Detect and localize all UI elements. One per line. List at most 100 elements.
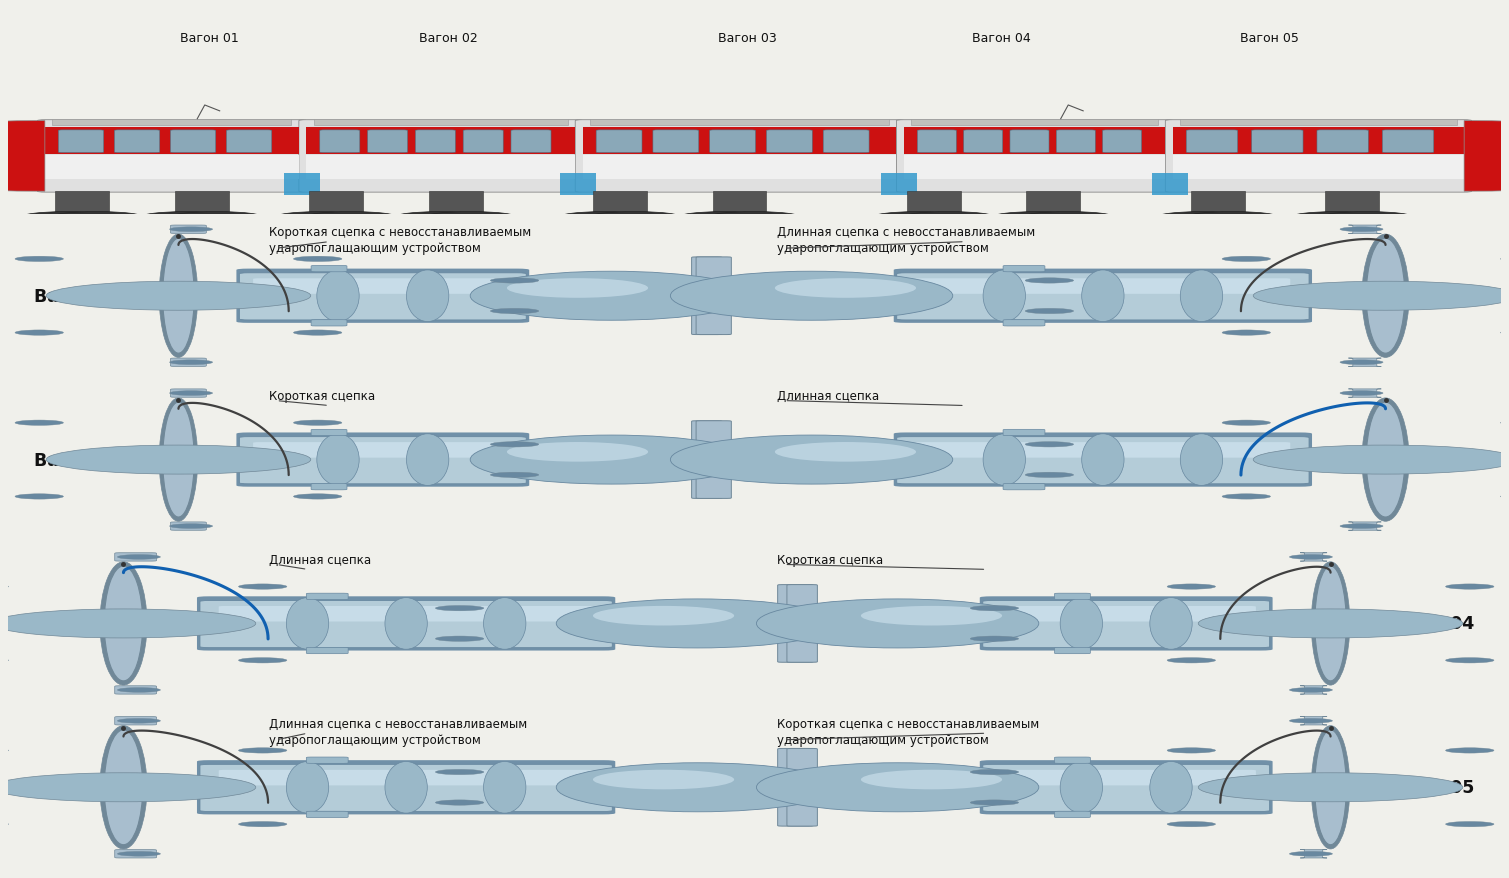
Circle shape: [1166, 822, 1216, 827]
FancyBboxPatch shape: [320, 131, 359, 154]
Bar: [1172, 127, 1464, 155]
FancyBboxPatch shape: [996, 770, 1255, 786]
Ellipse shape: [774, 443, 916, 462]
Circle shape: [238, 748, 287, 753]
Text: Вагон 03: Вагон 03: [718, 32, 777, 45]
FancyBboxPatch shape: [1103, 131, 1142, 154]
Ellipse shape: [406, 435, 448, 486]
Text: Вагон 02: Вагон 02: [420, 32, 478, 45]
FancyBboxPatch shape: [115, 850, 157, 858]
Bar: [53, 119, 291, 126]
Ellipse shape: [104, 730, 143, 845]
Circle shape: [587, 212, 682, 225]
Circle shape: [1198, 609, 1462, 638]
FancyBboxPatch shape: [1349, 226, 1381, 234]
Ellipse shape: [317, 270, 359, 322]
Text: Длинная сцепка: Длинная сцепка: [269, 553, 371, 566]
Circle shape: [1254, 445, 1509, 474]
Circle shape: [47, 445, 311, 474]
Text: Вагон 05: Вагон 05: [1240, 32, 1299, 45]
Ellipse shape: [160, 234, 198, 358]
FancyBboxPatch shape: [893, 433, 1311, 487]
Text: Короткая сцепка: Короткая сцепка: [777, 553, 883, 566]
FancyBboxPatch shape: [691, 421, 723, 499]
Circle shape: [970, 800, 1019, 805]
FancyBboxPatch shape: [311, 320, 347, 327]
Circle shape: [118, 555, 160, 559]
Bar: [284, 174, 320, 196]
FancyBboxPatch shape: [171, 522, 207, 530]
Circle shape: [293, 257, 343, 263]
Circle shape: [238, 658, 287, 663]
FancyBboxPatch shape: [201, 765, 613, 811]
FancyBboxPatch shape: [463, 131, 502, 154]
FancyBboxPatch shape: [299, 120, 582, 193]
Bar: [1151, 174, 1188, 196]
Bar: [593, 192, 647, 214]
Circle shape: [15, 494, 63, 500]
FancyBboxPatch shape: [777, 585, 813, 663]
FancyBboxPatch shape: [982, 601, 1269, 648]
Circle shape: [490, 443, 539, 448]
FancyBboxPatch shape: [1301, 686, 1326, 694]
Ellipse shape: [1311, 726, 1349, 849]
FancyBboxPatch shape: [306, 757, 349, 764]
Circle shape: [678, 212, 773, 225]
Ellipse shape: [756, 763, 1038, 812]
Ellipse shape: [756, 599, 1038, 648]
Text: Длинная сцепка: Длинная сцепка: [777, 390, 880, 403]
Circle shape: [970, 606, 1019, 611]
FancyBboxPatch shape: [1003, 430, 1044, 436]
Circle shape: [15, 421, 63, 426]
FancyBboxPatch shape: [767, 131, 812, 154]
Circle shape: [1166, 658, 1216, 663]
FancyBboxPatch shape: [1055, 757, 1091, 764]
Ellipse shape: [862, 606, 1002, 626]
FancyBboxPatch shape: [786, 749, 818, 826]
Text: Вагон 03: Вагон 03: [35, 615, 122, 633]
Circle shape: [1166, 584, 1216, 589]
Ellipse shape: [385, 761, 427, 813]
FancyBboxPatch shape: [237, 433, 530, 487]
FancyBboxPatch shape: [306, 811, 349, 817]
Ellipse shape: [1311, 562, 1349, 686]
FancyBboxPatch shape: [916, 279, 1290, 294]
Circle shape: [15, 330, 63, 336]
Circle shape: [0, 773, 255, 802]
FancyBboxPatch shape: [653, 131, 699, 154]
Ellipse shape: [1363, 399, 1409, 522]
Circle shape: [169, 524, 213, 529]
Ellipse shape: [557, 599, 839, 648]
Circle shape: [1500, 421, 1509, 426]
Circle shape: [1166, 748, 1216, 753]
Circle shape: [0, 658, 9, 663]
FancyBboxPatch shape: [896, 120, 1172, 193]
FancyBboxPatch shape: [1186, 131, 1237, 154]
FancyBboxPatch shape: [786, 585, 818, 663]
FancyBboxPatch shape: [311, 266, 347, 272]
Text: Вагон 04: Вагон 04: [35, 779, 122, 796]
FancyBboxPatch shape: [696, 257, 732, 335]
Circle shape: [1025, 472, 1073, 478]
Text: Длинная сцепка с невосстанавливаемым
ударопоглащающим устройством: Длинная сцепка с невосстанавливаемым уда…: [777, 226, 1035, 255]
Ellipse shape: [483, 598, 527, 650]
Circle shape: [0, 609, 255, 638]
Ellipse shape: [1082, 435, 1124, 486]
Circle shape: [118, 687, 160, 693]
Circle shape: [1500, 330, 1509, 336]
Bar: [560, 174, 596, 196]
Circle shape: [490, 472, 539, 478]
Circle shape: [1025, 309, 1073, 314]
Text: Вагон 04: Вагон 04: [972, 32, 1031, 45]
Circle shape: [1289, 852, 1332, 856]
Ellipse shape: [1061, 598, 1103, 650]
FancyBboxPatch shape: [777, 749, 813, 826]
Circle shape: [1289, 687, 1332, 693]
FancyBboxPatch shape: [824, 131, 869, 154]
Ellipse shape: [507, 443, 647, 462]
Ellipse shape: [471, 272, 753, 320]
Ellipse shape: [1366, 403, 1405, 517]
FancyBboxPatch shape: [219, 607, 593, 622]
FancyBboxPatch shape: [219, 770, 593, 786]
FancyBboxPatch shape: [1317, 131, 1369, 154]
